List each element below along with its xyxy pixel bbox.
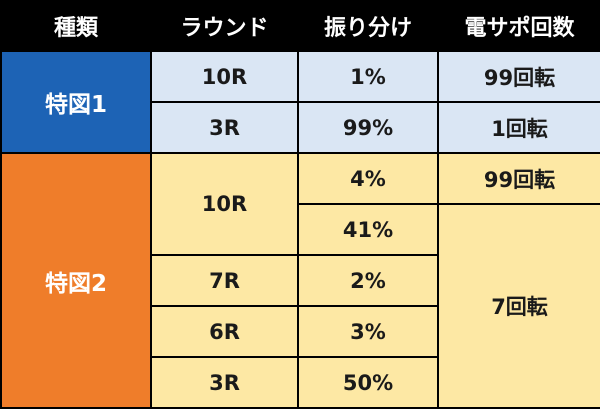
toku2-round-cell: 7R [150, 254, 299, 307]
table-row: 41% 7回転 [1, 203, 600, 409]
toku2-round-cell: 6R [150, 305, 299, 358]
toku2-round-cell: 10R [150, 152, 299, 256]
toku1-share-cell: 99% [297, 101, 439, 154]
table-row: 特図2 10R 4% 99回転 [0, 152, 600, 409]
table-row: 3R 50% [1, 356, 600, 409]
toku2-round-cell: 3R [150, 356, 299, 409]
toku2-share-cell: 3% [297, 305, 439, 358]
table-row: 3R 99% 1回転 [1, 101, 600, 154]
toku1-share-cell: 1% [297, 50, 439, 103]
toku1-round-cell: 3R [150, 101, 299, 154]
header-type: 種類 [0, 0, 152, 52]
toku2-share-cell: 2% [297, 254, 439, 307]
toku1-label: 特図1 [0, 50, 152, 154]
header-densapo: 電サポ回数 [437, 0, 600, 52]
toku2-label: 特図2 [0, 152, 152, 409]
table-row: 特図1 10R 1% 99回転 [0, 50, 600, 154]
header-share: 振り分け [297, 0, 439, 52]
toku1-densapo-cell: 1回転 [437, 101, 600, 154]
toku2-densapo-cell: 7回転 [437, 203, 600, 409]
toku2-share-cell: 50% [297, 356, 439, 409]
toku2-share-cell: 4% [297, 152, 439, 205]
toku2-densapo-cell: 99回転 [437, 152, 600, 205]
header-round: ラウンド [150, 0, 299, 52]
toku2-share-cell: 41% [297, 203, 439, 256]
table-row: 7R 2% [1, 254, 600, 307]
header-row: 種類 ラウンド 振り分け 電サポ回数 [0, 0, 600, 52]
toku1-round-cell: 10R [150, 50, 299, 103]
table-row: 6R 3% [1, 305, 600, 358]
toku1-densapo-cell: 99回転 [437, 50, 600, 103]
